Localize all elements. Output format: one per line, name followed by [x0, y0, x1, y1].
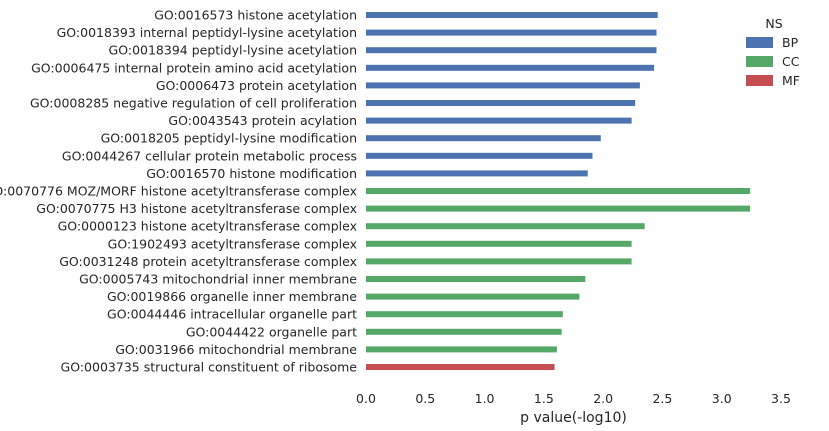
x-tick-label: 1.0: [475, 391, 495, 406]
y-tick-label: GO:0005743 mitochondrial inner membrane: [79, 272, 357, 287]
y-tick-label: GO:1902493 acetyltransferase complex: [108, 236, 357, 251]
bar-7: [366, 117, 632, 124]
legend-label-mf: MF: [782, 73, 800, 88]
x-tick-label: 3.0: [712, 391, 732, 406]
bar-13: [366, 223, 645, 230]
y-tick-label: GO:0018394 peptidyl-lysine acetylation: [109, 43, 357, 58]
y-tick-label: GO:0031966 mitochondrial membrane: [115, 342, 357, 357]
bar-9: [366, 152, 593, 159]
y-tick-label: GO:0016573 histone acetylation: [154, 8, 357, 23]
legend: NS BP CC MF: [746, 16, 800, 88]
legend-label-cc: CC: [782, 54, 800, 69]
legend-swatch-cc: [746, 56, 773, 67]
y-tick-label: GO:0019866 organelle inner membrane: [107, 289, 357, 304]
y-tick-label: GO:0003735 structural constituent of rib…: [61, 360, 358, 375]
bar-2: [366, 29, 657, 36]
legend-title: NS: [765, 16, 782, 31]
y-tick-label: GO:0044267 cellular protein metabolic pr…: [62, 148, 357, 163]
bar-8: [366, 135, 601, 142]
y-tick-label: GO:0006473 protein acetylation: [156, 78, 357, 93]
y-tick-label: GO:0070775 H3 histone acetyltransferase …: [36, 201, 357, 216]
y-tick-label: GO:0044446 intracellular organelle part: [107, 307, 357, 322]
legend-swatch-bp: [746, 37, 773, 48]
bar-12: [366, 205, 751, 212]
y-tick-label: GO:0018393 internal peptidyl-lysine acet…: [57, 25, 357, 40]
bar-20: [366, 346, 557, 353]
bar-6: [366, 100, 636, 106]
bar-11: [366, 188, 751, 194]
y-tick-label: GO:0031248 protein acetyltransferase com…: [59, 254, 357, 269]
x-tick-label: 3.5: [771, 391, 791, 406]
bar-15: [366, 258, 632, 265]
y-tick-label: GO:0008285 negative regulation of cell p…: [30, 96, 357, 111]
x-tick-label: 0.0: [356, 391, 376, 406]
x-axis-label: p value(-log10): [520, 410, 627, 426]
x-tick-label: 2.0: [593, 391, 613, 406]
bar-14: [366, 240, 632, 247]
legend-label-bp: BP: [782, 35, 799, 50]
x-tick-labels: 0.0 0.5 1.0 1.5 2.0 2.5 3.0 3.5: [356, 391, 791, 406]
y-tick-label: GO:0000123 histone acetyltransferase com…: [58, 219, 357, 234]
bar-19: [366, 328, 562, 335]
y-tick-label: GO:0043543 protein acylation: [168, 113, 357, 128]
bar-4: [366, 64, 655, 71]
x-tick-label: 1.5: [534, 391, 554, 406]
y-tick-label: GO:0006475 internal protein amino acid a…: [31, 60, 357, 75]
bar-21: [366, 364, 555, 370]
y-tick-label: GO:0044422 organelle part: [186, 324, 357, 339]
bar-16: [366, 276, 586, 282]
bar-10: [366, 170, 588, 177]
bar-1: [366, 12, 658, 18]
y-tick-label: GO:0018205 peptidyl-lysine modification: [101, 131, 357, 146]
bar-5: [366, 82, 640, 89]
y-tick-label: GO:0070776 MOZ/MORF histone acetyltransf…: [0, 184, 357, 199]
legend-swatch-mf: [746, 75, 773, 86]
y-tick-label: GO:0016570 histone modification: [146, 166, 357, 181]
x-tick-label: 0.5: [415, 391, 435, 406]
bar-17: [366, 293, 580, 300]
bars-layer: [366, 12, 751, 370]
y-tick-labels: GO:0016573 histone acetylation GO:0018393…: [0, 8, 357, 375]
bar-3: [366, 47, 657, 54]
bar-18: [366, 311, 563, 318]
x-tick-label: 2.5: [652, 391, 672, 406]
